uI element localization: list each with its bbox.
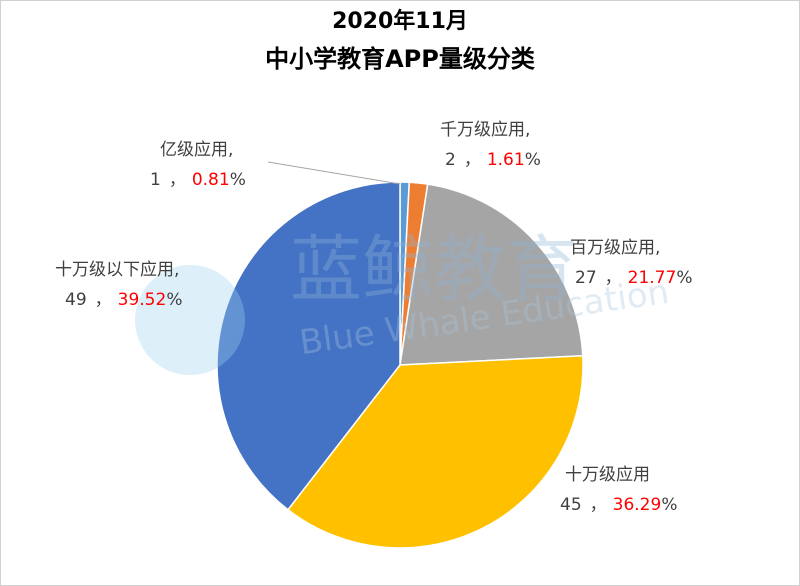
slice-label-value: 27 ， 21.77% bbox=[575, 268, 692, 288]
slice-label-name: 十万级以下应用, bbox=[55, 260, 179, 280]
chart-title: 2020年11月 bbox=[332, 8, 468, 34]
watermark-logo bbox=[135, 265, 245, 375]
label-separator: ， bbox=[590, 495, 607, 515]
slice-label-value: 2 ， 1.61% bbox=[445, 150, 541, 170]
slice-count: 49 bbox=[65, 290, 87, 310]
label-separator: ， bbox=[169, 170, 186, 190]
slice-label-value: 1 ， 0.81% bbox=[150, 170, 246, 190]
label-separator: ， bbox=[95, 290, 112, 310]
percent-unit: % bbox=[676, 268, 692, 288]
percent-unit: % bbox=[525, 150, 541, 170]
slice-percentage: 39.52 bbox=[118, 290, 167, 310]
slice-percentage: 1.61 bbox=[487, 150, 525, 170]
percent-unit: % bbox=[230, 170, 246, 190]
slice-count: 27 bbox=[575, 268, 597, 288]
slice-percentage: 36.29 bbox=[613, 495, 662, 515]
pie-slice bbox=[216, 181, 401, 511]
slice-label-name: 百万级应用, bbox=[570, 238, 660, 258]
slice-count: 45 bbox=[560, 495, 582, 515]
label-separator: ， bbox=[464, 150, 481, 170]
slice-label-value: 45 ， 36.29% bbox=[560, 495, 677, 515]
slice-label-name: 亿级应用, bbox=[160, 140, 233, 160]
percent-unit: % bbox=[661, 495, 677, 515]
leader-line bbox=[267, 161, 401, 185]
slice-count: 2 bbox=[445, 150, 456, 170]
slice-percentage: 0.81 bbox=[192, 170, 230, 190]
chart-subtitle: 中小学教育APP量级分类 bbox=[265, 45, 536, 73]
slice-percentage: 21.77 bbox=[628, 268, 677, 288]
pie-slice bbox=[286, 354, 584, 549]
slice-label-name: 千万级应用, bbox=[440, 120, 530, 140]
slice-label-value: 49 ， 39.52% bbox=[65, 290, 182, 310]
pie-slice bbox=[399, 183, 584, 366]
watermark-cn: 蓝鲸教育 bbox=[290, 228, 578, 312]
label-separator: ， bbox=[605, 268, 622, 288]
slice-count: 1 bbox=[150, 170, 161, 190]
percent-unit: % bbox=[166, 290, 182, 310]
slice-label-name: 十万级应用 bbox=[565, 465, 650, 485]
